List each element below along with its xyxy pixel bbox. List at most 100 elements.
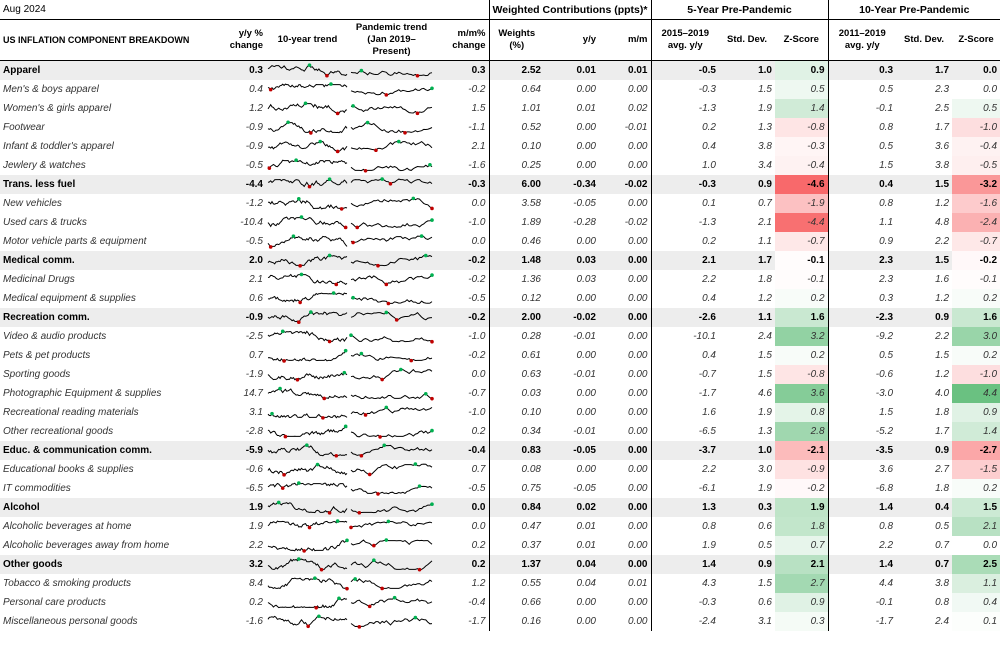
- sparkline-low-marker: [282, 473, 286, 477]
- ten-year-sparkline: [267, 411, 348, 420]
- sparkline-high-marker: [430, 502, 434, 507]
- yy-cell: -6.5: [245, 483, 263, 494]
- weighted-mm-cell: 0.00: [599, 460, 652, 479]
- sd5-cell: 1.9: [758, 483, 772, 494]
- sd10-cell: 2.4: [935, 616, 950, 627]
- weighted-yy-cell: -0.02: [544, 308, 599, 327]
- sparkline-high-marker: [413, 462, 418, 466]
- ten-year-trend-cell: [266, 137, 349, 156]
- z10-cell: 0.2: [952, 479, 1000, 498]
- weighted-yy-cell: 0.00: [576, 616, 596, 627]
- pandemic-trend-cell: [349, 60, 434, 80]
- sd5-cell: 1.5: [758, 369, 772, 380]
- weighted-mm-cell: 0.00: [599, 251, 652, 270]
- sparkline-path: [350, 539, 433, 547]
- weighted-yy-cell: 0.00: [576, 388, 596, 399]
- pandemic-trend-cell: [349, 593, 434, 612]
- sparkline-high-marker: [327, 253, 332, 258]
- mm-cell: -1.7: [468, 616, 486, 627]
- category-row: Trans. less fuel -4.4 -0.3 6.00 -0.34 -0.02 -0…: [0, 175, 1000, 194]
- mm-cell: 0.0: [471, 521, 486, 532]
- subcategory-row: Jewlery & watches -0.5 -1.6 0.25 0.00 0.00 1.0…: [0, 156, 1000, 175]
- avg10-cell: 0.5: [879, 141, 894, 152]
- z5-cell: 0.3: [775, 612, 829, 631]
- ten-year-trend-cell: [266, 422, 349, 441]
- z10-cell: -1.6: [952, 194, 1000, 213]
- sd5-cell: 3.8: [758, 141, 772, 152]
- z10-cell: 2.5: [952, 555, 1000, 574]
- weighted-mm-cell: 0.00: [599, 536, 652, 555]
- sparkline-path: [350, 87, 433, 96]
- sparkline-high-marker: [307, 63, 312, 68]
- sd10-cell: 1.5: [896, 175, 953, 194]
- component-name: Men's & boys apparel: [3, 84, 99, 95]
- component-name: Sporting goods: [3, 369, 71, 380]
- pandemic-sparkline: [350, 218, 434, 230]
- pandemic-sparkline: [350, 428, 434, 439]
- sd5-cell: 1.3: [758, 122, 772, 133]
- five-year-header: 5-Year Pre-Pandemic: [651, 0, 829, 20]
- sparkline-low-marker: [380, 377, 384, 382]
- z5-cell: 2.8: [775, 422, 829, 441]
- sd10-cell: 1.7: [935, 122, 950, 133]
- component-name: Recreation comm.: [0, 308, 200, 327]
- ten-year-sparkline: [267, 215, 348, 230]
- sd10-cell: 1.5: [896, 251, 953, 270]
- avg10-cell: 0.5: [879, 84, 894, 95]
- sparkline-path: [350, 197, 433, 209]
- subcategory-row: Miscellaneous personal goods -1.6 -1.7 0.16…: [0, 612, 1000, 631]
- pandemic-trend-cell: [349, 574, 434, 593]
- weight-cell: 0.37: [488, 536, 544, 555]
- z10-cell: -3.2: [952, 175, 1000, 194]
- sparkline-path: [350, 334, 433, 343]
- avg10-cell: 0.3: [879, 293, 894, 304]
- ten-year-sparkline: [267, 158, 348, 170]
- weighted-mm-cell: 0.00: [599, 384, 652, 403]
- subcategory-row: Pets & pet products 0.7 -0.2 0.61 0.00 0.00 0.…: [0, 346, 1000, 365]
- pandemic-trend-cell: [349, 270, 434, 289]
- avg5-cell: -6.1: [698, 483, 716, 494]
- component-name: Jewlery & watches: [3, 160, 86, 171]
- component-name: Alcoholic beverages away from home: [3, 540, 170, 551]
- z10-cell: 0.0: [983, 84, 998, 95]
- weighted-yy-cell: 0.03: [576, 274, 596, 285]
- sparkline-low-marker: [314, 605, 319, 610]
- avg5-cell: -10.1: [693, 331, 716, 342]
- yy-cell: 1.9: [249, 521, 263, 532]
- weighted-mm-cell: 0.00: [599, 612, 652, 631]
- sparkline-path: [267, 178, 348, 188]
- z10-cell: 0.5: [952, 99, 1000, 118]
- sd10-cell: 4.8: [935, 217, 950, 228]
- ten-year-sparkline: [267, 370, 348, 382]
- ten-year-trend-cell: [266, 536, 349, 555]
- sparkline-path: [267, 425, 348, 438]
- col-header-weights: Weights (%): [488, 19, 544, 61]
- sd5-cell: 0.9: [719, 555, 775, 574]
- yy-cell: -4.4: [200, 175, 266, 194]
- avg5-cell: 0.4: [702, 350, 716, 361]
- subcategory-row: Tobacco & smoking products 8.4 1.2 0.55 0.04…: [0, 574, 1000, 593]
- sd10-cell: 0.7: [896, 555, 953, 574]
- z10-cell: 4.4: [952, 384, 1000, 403]
- weighted-mm-cell: 0.00: [599, 137, 652, 156]
- sparkline-path: [350, 255, 433, 267]
- z5-cell: -0.7: [775, 232, 829, 251]
- category-row: Other goods 3.2 0.2 1.37 0.04 0.00 1.4 0.9 2.1 1.…: [0, 555, 1000, 574]
- yy-cell: 14.7: [243, 388, 263, 399]
- sparkline-path: [350, 105, 433, 114]
- weight-cell: 2.52: [488, 60, 544, 80]
- sparkline-path: [350, 406, 433, 416]
- z5-cell: -4.6: [775, 175, 829, 194]
- avg5-cell: -0.3: [651, 175, 719, 194]
- avg10-cell: 0.5: [879, 350, 894, 361]
- sd10-cell: 0.8: [935, 597, 950, 608]
- sparkline-low-marker: [298, 264, 302, 268]
- pandemic-sparkline: [350, 162, 433, 173]
- yy-cell: -0.6: [245, 464, 263, 475]
- sparkline-low-marker: [268, 245, 273, 249]
- mm-cell: -0.4: [468, 597, 486, 608]
- sparkline-path: [267, 350, 348, 362]
- pandemic-trend-cell: [349, 175, 434, 194]
- z5-cell: -0.4: [775, 156, 829, 175]
- subcategory-row: Motor vehicle parts & equipment -0.5 0.0 0.…: [0, 232, 1000, 251]
